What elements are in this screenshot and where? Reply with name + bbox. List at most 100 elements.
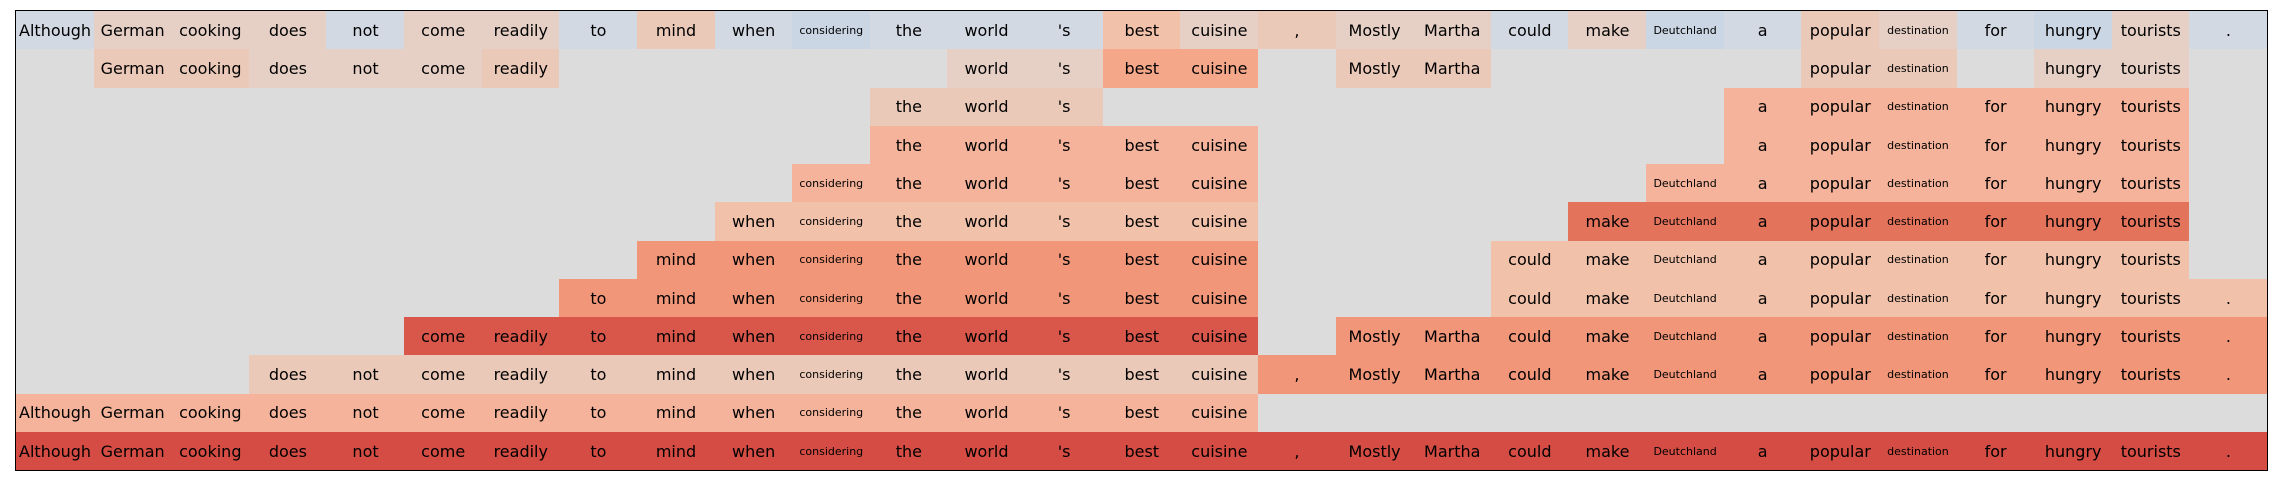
token-cell: 's [1025,355,1104,394]
token-cell: hungry [2034,125,2113,165]
token-cell: considering [792,355,871,394]
token-cell: cooking [171,49,250,88]
empty-cell [93,355,172,394]
token-cell: Although [16,11,95,50]
token-cell: world [947,355,1026,394]
token-cell: could [1490,355,1569,394]
empty-cell [792,125,871,165]
token-cell: 's [1025,431,1104,470]
empty-cell [636,202,716,241]
empty-cell [1490,164,1569,203]
token-cell: tourists [2111,164,2190,203]
token-cell: popular [1801,278,1880,318]
token-cell: destination [1878,11,1957,50]
token-cell: the [869,125,948,165]
token-cell: for [1956,355,2035,394]
token-cell: make [1568,202,1647,241]
empty-cell [404,278,483,318]
token-cell: readily [481,393,560,433]
token-cell: , [1257,431,1337,470]
token-cell: for [1956,164,2035,203]
token-cell: destination [1878,317,1957,356]
token-cell: best [1102,431,1181,470]
token-cell: make [1568,317,1647,356]
token-cell: cuisine [1180,125,1259,165]
token-cell: popular [1801,49,1880,88]
empty-cell [16,240,95,280]
empty-cell [1646,87,1725,127]
token-cell: a [1723,431,1802,470]
token-cell: could [1490,317,1569,356]
token-cell: cuisine [1180,317,1259,356]
token-cell: best [1102,278,1181,318]
grid-row-5: when considering the world's best cuisine make… [16,202,2267,241]
grid-row-6: mind when considering the world's best cuisine… [16,240,2267,280]
token-cell: a [1723,11,1802,50]
token-cell: world [947,202,1026,241]
token-cell: could [1490,11,1569,50]
empty-cell [1490,393,1569,433]
token-cell: cuisine [1180,11,1259,50]
grid-row-7: to mind when considering the world's best cuisi… [16,278,2267,318]
token-cell: best [1102,164,1181,203]
empty-cell [1257,49,1337,88]
token-cell: 's [1025,393,1104,433]
token-cell: mind [636,355,716,394]
token-cell: Although [16,393,95,433]
token-cell: the [869,87,948,127]
token-cell: a [1723,202,1802,241]
token-cell: Mostly [1335,317,1414,356]
token-cell: cooking [171,431,250,470]
token-cell: readily [481,431,560,470]
empty-cell [16,202,95,241]
empty-cell [404,87,483,127]
empty-cell [636,49,716,88]
token-cell: mind [636,240,716,280]
empty-cell [1490,125,1569,165]
token-cell: 's [1025,278,1104,318]
token-cell: come [404,393,483,433]
token-cell: when [714,202,793,241]
empty-cell [636,125,716,165]
token-cell: Martha [1413,11,1492,50]
token-cell: considering [792,393,871,433]
grid-row-3: the world's best cuisine a popular destination… [16,125,2267,165]
empty-cell [1257,164,1337,203]
empty-cell [559,240,638,280]
token-cell: a [1723,355,1802,394]
empty-cell [2189,87,2267,127]
empty-cell [2189,393,2267,433]
token-cell: destination [1878,240,1957,280]
token-cell: Although [16,431,95,470]
token-cell: when [714,317,793,356]
empty-cell [248,164,327,203]
token-cell: when [714,11,793,50]
empty-cell [1413,202,1492,241]
token-cell: not [326,431,405,470]
token-cell: best [1102,317,1181,356]
token-cell: destination [1878,355,1957,394]
empty-cell [1413,164,1492,203]
empty-cell [1490,49,1569,88]
token-cell: Deutchland [1646,202,1725,241]
empty-cell [1568,49,1647,88]
token-cell: popular [1801,317,1880,356]
token-cell: a [1723,125,1802,165]
empty-cell [1180,87,1259,127]
empty-cell [93,125,172,165]
empty-cell [171,87,250,127]
grid-row-9: does not come readily to mind when considering t… [16,355,2267,394]
token-cell: mind [636,11,716,50]
token-cell: mind [636,431,716,470]
token-cell: for [1956,87,2035,127]
token-cell: . [2189,278,2267,318]
empty-cell [248,202,327,241]
empty-cell [2189,49,2267,88]
token-cell: when [714,431,793,470]
token-cell: to [559,355,638,394]
empty-cell [16,164,95,203]
token-cell: to [559,393,638,433]
empty-cell [1335,87,1414,127]
empty-cell [1257,240,1337,280]
token-cell: hungry [2034,202,2113,241]
